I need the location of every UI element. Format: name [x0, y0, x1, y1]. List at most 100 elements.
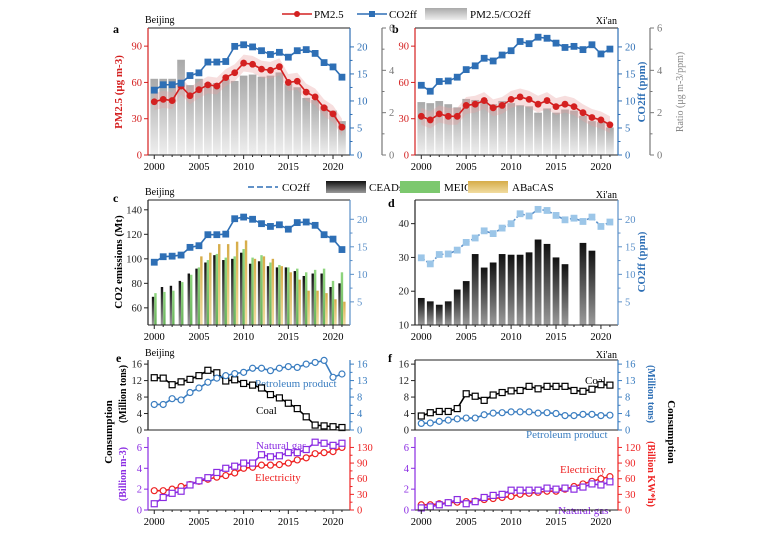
ceads-bar	[426, 301, 434, 325]
abacas-bar	[280, 266, 284, 325]
ratio-bar	[239, 75, 248, 155]
co2ff-c-point	[249, 215, 256, 223]
co2ff-d-point	[453, 246, 461, 254]
ceads-bar	[222, 260, 225, 325]
co2ff-point	[552, 39, 560, 47]
meic-bar	[260, 255, 263, 325]
panel-a-xtick-label: 2020	[323, 162, 344, 173]
pm25-axis-b-tick-label: 30	[399, 114, 410, 125]
pm25-point	[588, 114, 596, 121]
ceads-bar	[195, 268, 198, 325]
co2ff-axis-c-tick-label: 15	[357, 242, 368, 253]
panel-d-xtick-label: 2015	[546, 332, 567, 343]
petroleum-e-point	[213, 374, 221, 382]
coal-axis-e-tick-label: 0	[137, 426, 142, 437]
natural-gas-f-point	[525, 486, 533, 494]
label-petroleum-e: Petroleum product	[255, 378, 337, 390]
pm25-point	[579, 109, 587, 117]
natural-gas-e-point	[168, 489, 176, 497]
pm25-point	[275, 63, 283, 71]
pm25-axis-b-tick-label: 90	[399, 42, 410, 53]
petroleum-e-point	[231, 369, 239, 378]
pm25-axis-a-tick-label: 30	[132, 114, 143, 125]
co2ff-axis-b-tick-label: 10	[625, 96, 636, 107]
co2ff-point	[543, 34, 551, 42]
ceads-bar	[552, 257, 560, 325]
natural-gas-axis-e-tick-label: 6	[137, 443, 142, 454]
coal-f-point	[606, 381, 614, 389]
meic-bar	[181, 282, 184, 325]
legend-top: PM2.5 CO2ff PM2.5/CO2ff	[282, 8, 531, 21]
meic-bar	[340, 272, 344, 325]
petroleum-e-point	[177, 396, 185, 404]
co2ff-point	[231, 42, 239, 50]
petroleum-f-point	[516, 408, 524, 416]
natural-gas-e-point	[275, 452, 283, 460]
pm25-point	[302, 88, 310, 96]
petroleum-axis-f-tick-label: 0	[625, 426, 630, 437]
natural-gas-e-point	[240, 459, 248, 467]
co2ff-point	[606, 45, 614, 53]
petroleum-f-point	[471, 414, 479, 422]
coal-f-point	[552, 382, 560, 390]
ratio-bar	[435, 101, 444, 155]
natural-gas-f-point	[597, 481, 605, 489]
ceads-bar	[525, 252, 533, 325]
coal-e-point	[266, 390, 275, 399]
pm25-line	[154, 62, 343, 128]
ratio-bar	[177, 59, 185, 155]
ceads-bar	[462, 281, 470, 325]
co2ff-c-point	[222, 230, 230, 238]
abacas-bar	[334, 299, 337, 325]
abacas-bar	[271, 258, 275, 325]
meic-bar	[163, 291, 166, 325]
petroleum-axis-f-tick-label: 4	[625, 409, 631, 420]
co2ff-axis-a-tick-label: 15	[357, 69, 368, 80]
panel-b-xtick-label: 2015	[546, 162, 567, 173]
pm25-point	[543, 97, 551, 104]
coal-f-point	[426, 409, 434, 417]
co2ff-point	[444, 77, 452, 85]
electricity-axis-e-tick-label: 90	[357, 459, 368, 470]
ceads-bar	[231, 258, 234, 325]
co2ff-point	[417, 81, 425, 89]
ceads-bar	[534, 239, 542, 325]
ratio-bar	[606, 127, 614, 155]
ceads-bar	[266, 266, 270, 325]
abacas-bar	[316, 290, 319, 325]
ceads-bar	[543, 243, 551, 325]
natural-gas-f-point	[570, 485, 578, 493]
ceads-bar	[320, 273, 323, 325]
co2ff-line	[153, 43, 343, 91]
ceads-bar	[240, 252, 243, 325]
petroleum-e-point	[204, 378, 212, 386]
label-electricity-f: Electricity	[560, 464, 606, 476]
city-label-e: Beijing	[145, 348, 174, 359]
co2ff-c-point	[267, 223, 274, 230]
ceads-bar	[248, 263, 252, 325]
panel-label-c: c	[113, 191, 119, 205]
petroleum-e-point	[320, 356, 328, 365]
pm25-point	[267, 66, 274, 74]
coal-e-point	[195, 372, 203, 380]
ratio-bar	[284, 84, 293, 155]
co2ff-point	[195, 69, 203, 77]
legend-meic: MEIC	[400, 181, 472, 194]
axis-title-pm25: PM2.5 (μg m-3)	[113, 55, 125, 129]
natural-gas-e-point	[213, 468, 221, 477]
coal-f-point	[516, 386, 524, 395]
ratio-bar	[186, 85, 194, 155]
natural-gas-e-point	[293, 449, 301, 457]
petroleum-e-point	[168, 395, 176, 403]
petroleum-f-point	[597, 411, 605, 420]
coal-e-point	[168, 381, 176, 389]
coal-e-point	[311, 421, 319, 429]
panel-c-xtick-label: 2020	[323, 332, 344, 343]
ceads-bar	[579, 242, 587, 325]
co2ff-d-point	[507, 220, 515, 228]
petroleum-axis-e-tick-label: 0	[357, 426, 362, 437]
pm25-point	[516, 93, 524, 101]
axis-title-consumption-f: Consumption	[665, 400, 677, 464]
natural-gas-axis-e-tick-label: 2	[137, 485, 142, 496]
co2ff-point	[498, 51, 506, 59]
